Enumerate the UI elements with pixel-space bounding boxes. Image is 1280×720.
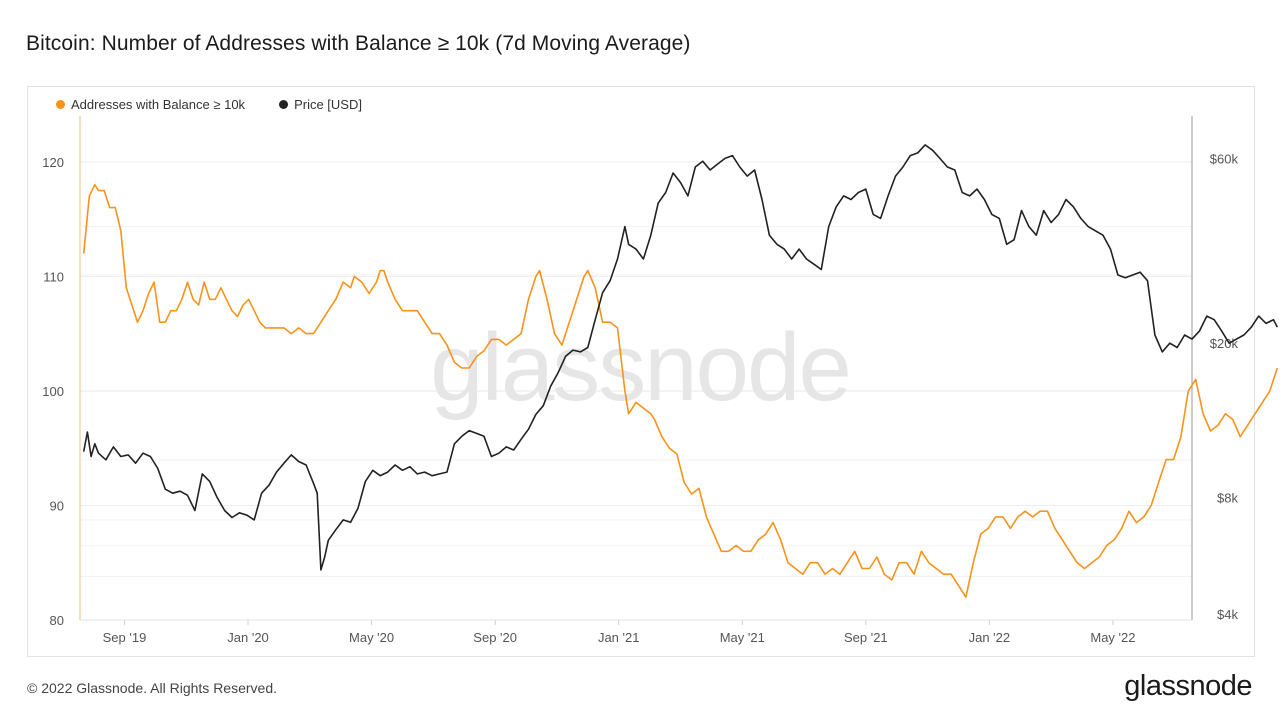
y-left-tick-110: 110	[43, 269, 64, 284]
x-tick-label-2: May '20	[349, 630, 394, 645]
x-tick-label-4: Jan '21	[598, 630, 640, 645]
y-right-tick-4k: $4k	[1217, 607, 1238, 622]
y-right-tick-8k: $8k	[1217, 490, 1238, 505]
series-layer	[82, 144, 1279, 598]
chart-panel	[27, 86, 1255, 657]
legend-label-price: Price [USD]	[294, 97, 362, 112]
x-tick-label-0: Sep '19	[103, 630, 147, 645]
chart-legend: Addresses with Balance ≥ 10k Price [USD]	[56, 97, 362, 112]
legend-item-price[interactable]: Price [USD]	[279, 97, 362, 112]
y-left-tick-120: 120	[42, 155, 64, 170]
x-tick-label-7: Jan '22	[969, 630, 1011, 645]
legend-item-addresses[interactable]: Addresses with Balance ≥ 10k	[56, 97, 245, 112]
y-left-tick-80: 80	[50, 613, 64, 628]
axes: 80 90 100 110 120 $4k $8k $20k $60k Sep '19 Jan '2…	[42, 116, 1238, 645]
x-tick-label-3: Sep '20	[473, 630, 517, 645]
copyright-footer: © 2022 Glassnode. All Rights Reserved.	[27, 680, 278, 696]
y-left-tick-90: 90	[50, 498, 64, 513]
series-line-addresses	[82, 183, 1279, 598]
glassnode-logo[interactable]: glassnode	[1124, 670, 1252, 702]
y-right-tick-20k: $20k	[1210, 336, 1239, 351]
y-left-tick-100: 100	[42, 384, 64, 399]
legend-label-addresses: Addresses with Balance ≥ 10k	[71, 97, 246, 112]
y-right-tick-60k: $60k	[1210, 151, 1239, 166]
legend-dot-price	[279, 100, 289, 109]
x-tick-label-1: Jan '20	[227, 630, 269, 645]
legend-dot-addresses	[56, 100, 65, 109]
watermark-text: glassnode	[430, 314, 850, 421]
x-tick-label-8: May '22	[1090, 630, 1135, 645]
x-tick-label-5: May '21	[720, 630, 765, 645]
chart-title: Bitcoin: Number of Addresses with Balanc…	[26, 32, 691, 55]
x-tick-label-6: Sep '21	[844, 630, 888, 645]
series-line-price	[82, 144, 1279, 571]
